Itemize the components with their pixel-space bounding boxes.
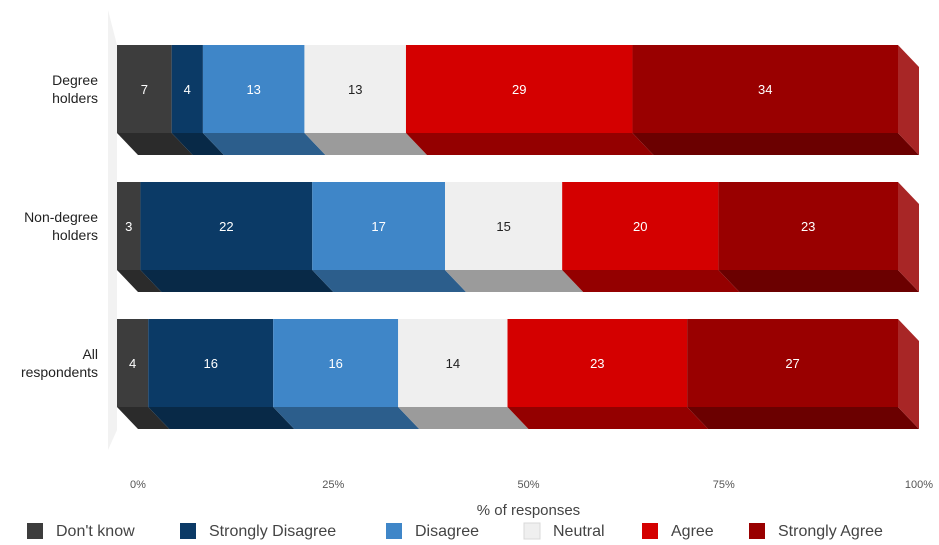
bar-segment: [117, 45, 172, 133]
legend-swatch: [642, 523, 658, 539]
legend-item: Neutral: [523, 522, 605, 540]
bar-group: 3 22 17 15 20 23: [117, 182, 919, 292]
legend-label: Don't know: [56, 523, 135, 540]
bar-end-face: [898, 45, 919, 155]
bar-segment-bottom-face: [405, 133, 654, 155]
bar-end-face: [898, 182, 919, 292]
x-tick-label: 50%: [517, 479, 539, 491]
bar-segment: [117, 319, 149, 407]
bar-segment: [632, 45, 898, 133]
data-label: 16: [203, 356, 217, 371]
bar-segment-bottom-face: [171, 133, 224, 155]
data-label: 4: [184, 82, 191, 97]
bar-segment-bottom-face: [304, 133, 427, 155]
legend-item: Disagree: [386, 523, 479, 540]
bar-segment-bottom-face: [312, 270, 467, 292]
data-label: 22: [219, 219, 233, 234]
bar-segment: [687, 319, 898, 407]
bar-segment: [405, 45, 633, 133]
data-label: 4: [129, 356, 136, 371]
bar-segment: [718, 182, 898, 270]
bar-end-face: [898, 319, 919, 429]
legend-item: Agree: [642, 523, 714, 540]
bar-segment: [171, 45, 203, 133]
bar-segment-bottom-face: [632, 133, 919, 155]
bar-group: 4 16 16 14 23 27: [117, 319, 919, 429]
bar-segment-bottom-face: [687, 407, 919, 429]
legend-swatch: [523, 522, 541, 540]
bar-segment-bottom-face: [398, 407, 529, 429]
bar-segment-bottom-face: [273, 407, 420, 429]
legend-label: Strongly Agree: [778, 523, 883, 540]
legend-swatch: [180, 523, 196, 539]
bar-segment: [304, 45, 406, 133]
bar-group: 7 4 13 13 29 34: [117, 45, 919, 155]
legend-item: Don't know: [27, 523, 135, 540]
bar-segment-bottom-face: [718, 270, 919, 292]
data-label: 20: [633, 219, 647, 234]
data-label: 3: [125, 219, 132, 234]
category-label: Degree holders: [52, 72, 98, 106]
bar-segment: [117, 182, 141, 270]
bar-segment: [445, 182, 563, 270]
legend-label: Disagree: [415, 523, 479, 540]
legend-label: Strongly Disagree: [209, 523, 336, 540]
axis-side-wall: [108, 10, 117, 450]
data-label: 23: [590, 356, 604, 371]
x-tick-label: 0%: [130, 479, 146, 491]
bar-segment-bottom-face: [117, 270, 162, 292]
data-label: 15: [496, 219, 510, 234]
bar-segment-bottom-face: [117, 133, 193, 155]
x-tick-label: 75%: [713, 479, 735, 491]
bar-segment-bottom-face: [140, 270, 334, 292]
bar-segment-bottom-face: [445, 270, 584, 292]
legend-label: Neutral: [553, 523, 605, 540]
data-label: 27: [785, 356, 799, 371]
bar-segment: [140, 182, 313, 270]
bar-segment-bottom-face: [117, 407, 170, 429]
bar-segment: [312, 182, 446, 270]
data-label: 34: [758, 82, 772, 97]
data-label: 17: [371, 219, 385, 234]
data-label: 7: [141, 82, 148, 97]
legend-swatch: [749, 523, 765, 539]
bar-segment-bottom-face: [562, 270, 740, 292]
x-tick-label: 100%: [905, 479, 933, 491]
category-label: Non-degree holders: [24, 209, 98, 243]
bar-segment: [398, 319, 508, 407]
data-label: 13: [246, 82, 260, 97]
legend-label: Agree: [671, 523, 714, 540]
x-axis-title: % of responses: [477, 502, 580, 519]
bar-segment: [507, 319, 688, 407]
bar-segment-bottom-face: [148, 407, 295, 429]
bar-segment: [273, 319, 399, 407]
data-label: 13: [348, 82, 362, 97]
data-label: 23: [801, 219, 815, 234]
legend-swatch: [386, 523, 402, 539]
data-label: 29: [512, 82, 526, 97]
bar-segment-bottom-face: [202, 133, 326, 155]
legend-swatch: [27, 523, 43, 539]
x-tick-label: 25%: [322, 479, 344, 491]
bar-segment: [148, 319, 274, 407]
legend-item: Strongly Agree: [749, 523, 883, 540]
data-label: 14: [446, 356, 460, 371]
category-label: All respondents: [21, 346, 98, 380]
bar-segment-bottom-face: [507, 407, 709, 429]
bar-segment: [562, 182, 719, 270]
bar-segment: [202, 45, 305, 133]
legend-item: Strongly Disagree: [180, 523, 336, 540]
data-label: 16: [328, 356, 342, 371]
